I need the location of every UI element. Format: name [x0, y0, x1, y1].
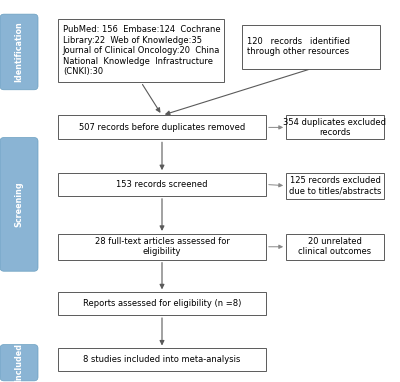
- FancyBboxPatch shape: [58, 234, 266, 260]
- FancyBboxPatch shape: [58, 292, 266, 315]
- Text: 153 records screened: 153 records screened: [116, 180, 208, 189]
- FancyBboxPatch shape: [58, 19, 224, 82]
- Text: Included: Included: [14, 343, 24, 382]
- Text: Reports assessed for eligibility (n =8): Reports assessed for eligibility (n =8): [83, 299, 241, 308]
- Text: 120   records   identified
through other resources: 120 records identified through other res…: [247, 37, 350, 57]
- Text: Screening: Screening: [14, 181, 24, 227]
- Text: 125 records excluded
due to titles/abstracts: 125 records excluded due to titles/abstr…: [289, 176, 381, 195]
- FancyBboxPatch shape: [58, 348, 266, 371]
- Text: Identification: Identification: [14, 21, 24, 83]
- Text: 354 duplicates excluded
records: 354 duplicates excluded records: [284, 118, 386, 137]
- Text: 507 records before duplicates removed: 507 records before duplicates removed: [79, 123, 245, 132]
- FancyBboxPatch shape: [286, 115, 384, 139]
- Text: PubMed: 156  Embase:124  Cochrane
Library:22  Web of Knowledge:35
Journal of Cli: PubMed: 156 Embase:124 Cochrane Library:…: [63, 25, 220, 76]
- FancyBboxPatch shape: [58, 115, 266, 139]
- FancyBboxPatch shape: [286, 173, 384, 199]
- Text: 28 full-text articles assessed for
eligibility: 28 full-text articles assessed for eligi…: [94, 237, 230, 256]
- Text: 20 unrelated
clinical outcomes: 20 unrelated clinical outcomes: [298, 237, 372, 256]
- FancyBboxPatch shape: [0, 14, 38, 90]
- Text: 8 studies included into meta-analysis: 8 studies included into meta-analysis: [83, 355, 241, 364]
- FancyBboxPatch shape: [0, 345, 38, 381]
- FancyBboxPatch shape: [58, 173, 266, 196]
- FancyBboxPatch shape: [286, 234, 384, 260]
- FancyBboxPatch shape: [0, 138, 38, 271]
- FancyBboxPatch shape: [242, 25, 380, 69]
